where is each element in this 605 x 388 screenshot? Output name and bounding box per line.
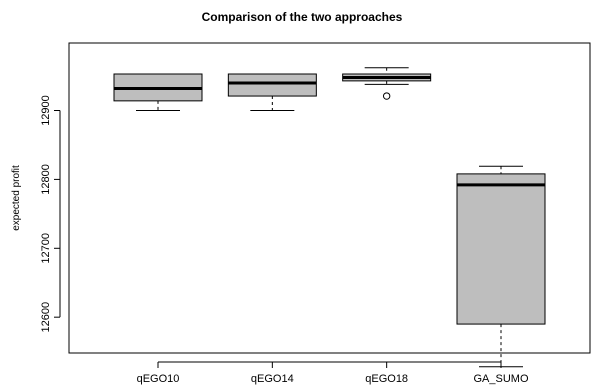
x-axis: qEGO10 qEGO14 qEGO18 GA_SUMO xyxy=(137,361,529,385)
y-axis: 12600 12700 12800 12900 xyxy=(40,95,61,333)
iqr-box xyxy=(456,173,546,325)
y-tick-label: 12700 xyxy=(40,233,52,264)
box-qego18 xyxy=(342,67,432,100)
x-tick-label: qEGO10 xyxy=(137,373,180,385)
x-tick-label: qEGO18 xyxy=(365,373,408,385)
chart-title: Comparison of the two approaches xyxy=(202,10,403,24)
boxes xyxy=(113,67,546,368)
box-qego10 xyxy=(113,73,203,112)
y-tick-label: 12600 xyxy=(40,302,52,333)
y-axis-label: expected profit xyxy=(11,165,22,231)
y-tick-label: 12800 xyxy=(40,164,52,195)
iqr-box xyxy=(227,73,317,97)
box-qego14 xyxy=(227,73,317,112)
x-tick-label: qEGO14 xyxy=(251,373,294,385)
y-tick-label: 12900 xyxy=(40,95,52,126)
x-tick-label: GA_SUMO xyxy=(473,373,528,385)
outlier-point xyxy=(382,92,391,100)
box-ga-sumo xyxy=(456,165,546,368)
plot-frame xyxy=(68,42,591,354)
